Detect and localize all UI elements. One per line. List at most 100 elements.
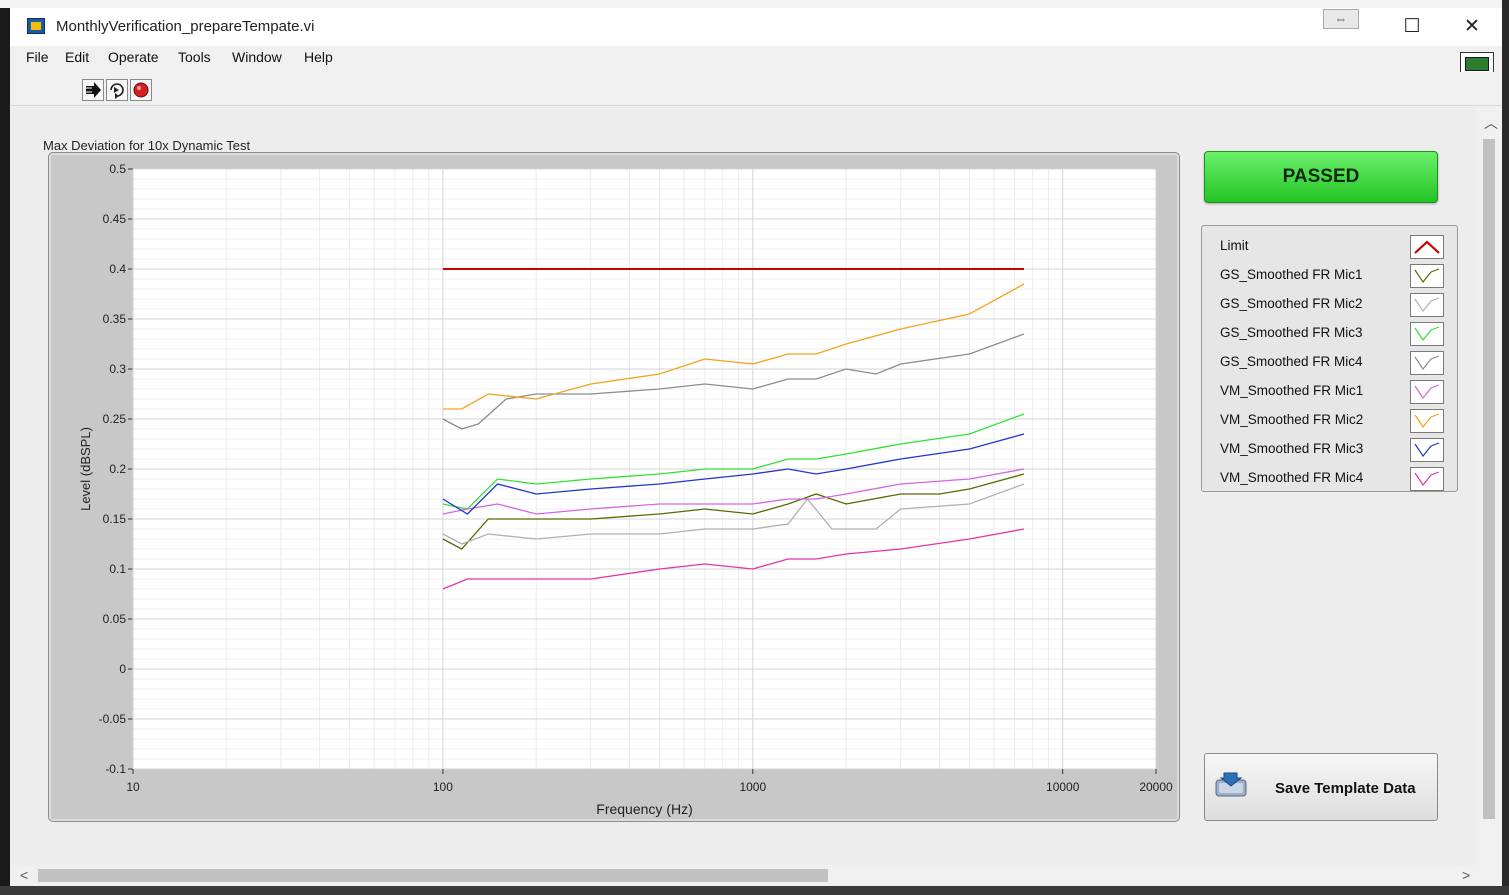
legend-item[interactable]: Limit	[1210, 232, 1450, 260]
menu-bar: File Edit Operate Tools Window Help	[10, 46, 1502, 70]
legend-label: VM_Smoothed FR Mic1	[1220, 383, 1364, 398]
y-tick-label: -0.05	[99, 712, 127, 726]
graph-label: Max Deviation for 10x Dynamic Test	[43, 138, 251, 153]
y-tick-label: 0.15	[103, 512, 127, 526]
x-tick-label: 10	[126, 780, 140, 794]
legend-label: GS_Smoothed FR Mic4	[1220, 354, 1363, 369]
legend-swatch[interactable]	[1410, 409, 1444, 433]
run-continuously-icon	[110, 83, 124, 99]
menu-tools[interactable]: Tools	[178, 49, 211, 65]
legend-swatch[interactable]	[1410, 264, 1444, 288]
horizontal-scrollbar[interactable]: < >	[10, 865, 1502, 886]
legend-item[interactable]: VM_Smoothed FR Mic2	[1210, 406, 1450, 434]
legend-swatch[interactable]	[1410, 438, 1444, 462]
legend-item[interactable]: GS_Smoothed FR Mic2	[1210, 290, 1450, 318]
legend-label: VM_Smoothed FR Mic3	[1220, 441, 1364, 456]
x-tick-label: 1000	[739, 780, 766, 794]
vi-icon-screen	[1465, 57, 1489, 71]
run-button[interactable]	[82, 79, 104, 101]
waveform-graph[interactable]: 0.5 0.45 0.4 0.35 0.3 0.25 0.2 0.15 0.1 0.05 0 -0.0…	[48, 152, 1180, 822]
y-tick-label: 0.3	[109, 362, 126, 376]
series-line-vm-smoothed-fr-mic3	[442, 433, 1025, 515]
restore-icon[interactable]: ⇔	[1323, 9, 1359, 29]
legend-label: GS_Smoothed FR Mic3	[1220, 325, 1363, 340]
legend-item[interactable]: GS_Smoothed FR Mic3	[1210, 319, 1450, 347]
abort-button[interactable]	[130, 79, 152, 101]
legend-swatch[interactable]	[1410, 380, 1444, 404]
desktop-top-edge	[0, 0, 1509, 8]
series-line-gs-smoothed-fr-mic2	[442, 483, 1025, 545]
scroll-left-icon[interactable]: <	[20, 867, 29, 883]
menu-help[interactable]: Help	[304, 49, 333, 65]
y-axis-label: Level (dBSPL)	[78, 427, 93, 511]
vertical-scrollbar[interactable]: ︿	[1476, 107, 1502, 867]
legend-label: Limit	[1220, 238, 1249, 253]
scroll-right-icon[interactable]: >	[1462, 867, 1471, 883]
plot-legend[interactable]: Limit GS_Smoothed FR Mic1 GS_Smoothed FR M…	[1201, 225, 1458, 492]
horizontal-scroll-thumb[interactable]	[38, 869, 828, 882]
series-line-gs-smoothed-fr-mic1	[442, 473, 1025, 550]
legend-swatch-line	[1414, 471, 1440, 487]
desktop-background-strip	[1502, 0, 1509, 895]
labview-app-icon	[27, 18, 45, 34]
series-line-gs-smoothed-fr-mic4	[442, 333, 1025, 430]
menu-file[interactable]: File	[26, 49, 49, 65]
vertical-scroll-thumb[interactable]	[1483, 139, 1495, 819]
series-line-vm-smoothed-fr-mic2	[442, 283, 1025, 410]
menu-window[interactable]: Window	[232, 49, 282, 65]
legend-swatch-line	[1414, 355, 1440, 371]
save-template-button[interactable]: Save Template Data	[1204, 753, 1438, 821]
menu-operate[interactable]: Operate	[108, 49, 159, 65]
legend-item[interactable]: VM_Smoothed FR Mic4	[1210, 464, 1450, 492]
legend-swatch[interactable]	[1410, 235, 1444, 259]
close-button[interactable]: ✕	[1464, 16, 1480, 37]
toolbar	[10, 72, 1502, 106]
run-arrow-icon	[86, 82, 101, 98]
maximize-button[interactable]: ☐	[1403, 16, 1421, 37]
legend-swatch[interactable]	[1410, 351, 1444, 375]
y-tick-label: 0.05	[103, 612, 127, 626]
x-tick-label: 10000	[1046, 780, 1080, 794]
legend-swatch-line	[1414, 326, 1440, 342]
legend-swatch[interactable]	[1410, 467, 1444, 491]
legend-label: GS_Smoothed FR Mic2	[1220, 296, 1363, 311]
legend-label: VM_Smoothed FR Mic4	[1220, 470, 1364, 485]
y-tick-label: -0.1	[105, 762, 126, 776]
legend-swatch-line	[1414, 240, 1440, 254]
labview-window: MonthlyVerification_prepareTempate.vi ⇔ …	[10, 8, 1502, 886]
x-tick-label: 100	[433, 780, 453, 794]
legend-item[interactable]: GS_Smoothed FR Mic4	[1210, 348, 1450, 376]
x-tick-label: 20000	[1139, 780, 1173, 794]
legend-swatch-line	[1414, 442, 1440, 458]
legend-label: GS_Smoothed FR Mic1	[1220, 267, 1363, 282]
legend-swatch[interactable]	[1410, 293, 1444, 317]
y-tick-label: 0.35	[103, 312, 127, 326]
legend-swatch-line	[1414, 384, 1440, 400]
legend-item[interactable]: GS_Smoothed FR Mic1	[1210, 261, 1450, 289]
y-tick-label: 0.1	[109, 562, 126, 576]
run-continuously-button[interactable]	[106, 79, 128, 101]
legend-item[interactable]: VM_Smoothed FR Mic3	[1210, 435, 1450, 463]
legend-swatch[interactable]	[1410, 322, 1444, 346]
taskbar-edge	[0, 886, 1509, 895]
title-bar[interactable]: MonthlyVerification_prepareTempate.vi ⇔ …	[10, 8, 1502, 46]
window-title: MonthlyVerification_prepareTempate.vi	[56, 18, 315, 35]
legend-swatch-line	[1414, 297, 1440, 313]
status-indicator: PASSED	[1204, 151, 1438, 203]
y-tick-label: 0.5	[109, 162, 126, 176]
y-tick-label: 0	[119, 662, 126, 676]
y-tick-label: 0.2	[109, 462, 126, 476]
abort-icon	[133, 82, 149, 98]
legend-swatch-line	[1414, 268, 1440, 284]
menu-edit[interactable]: Edit	[65, 49, 90, 65]
save-template-label: Save Template Data	[1275, 780, 1416, 797]
y-tick-label: 0.45	[103, 212, 127, 226]
series-line-vm-smoothed-fr-mic4	[442, 528, 1025, 590]
x-axis-label: Frequency (Hz)	[596, 801, 692, 817]
legend-swatch-line	[1414, 413, 1440, 429]
legend-item[interactable]: VM_Smoothed FR Mic1	[1210, 377, 1450, 405]
y-tick-label: 0.4	[109, 262, 126, 276]
save-disk-icon	[1215, 772, 1247, 797]
series-line-vm-smoothed-fr-mic1	[442, 468, 1025, 515]
scroll-up-icon[interactable]: ︿	[1484, 115, 1498, 131]
